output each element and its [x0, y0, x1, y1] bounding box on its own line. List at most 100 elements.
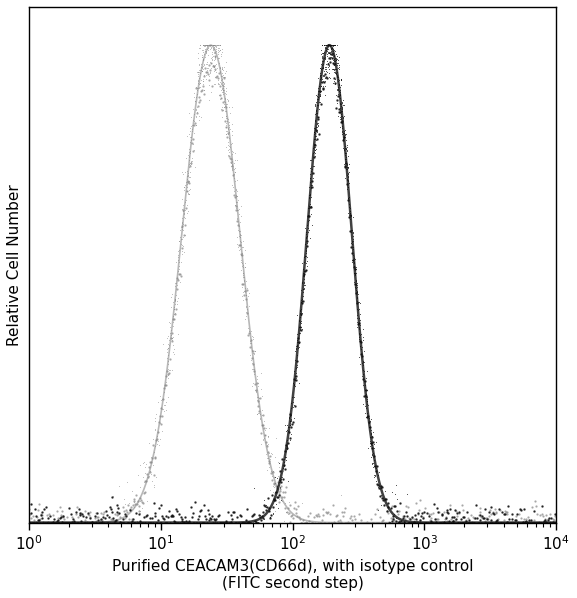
Point: [256, 368, 265, 377]
Point: [330, 40, 339, 50]
Point: [310, 116, 320, 126]
Point: [151, 425, 160, 434]
Point: [243, 324, 253, 333]
Point: [277, 472, 286, 482]
Point: [351, 269, 360, 278]
Point: [347, 238, 356, 248]
Point: [194, 60, 204, 70]
Point: [323, 51, 332, 61]
Point: [339, 133, 349, 142]
Point: [224, 141, 234, 151]
Point: [175, 245, 184, 254]
Point: [181, 167, 190, 177]
Point: [323, 58, 332, 68]
Point: [189, 145, 198, 154]
Point: [308, 173, 317, 183]
Point: [316, 91, 325, 101]
Point: [280, 499, 290, 508]
Point: [299, 267, 309, 276]
Point: [360, 408, 369, 417]
Point: [170, 309, 179, 319]
Point: [320, 74, 329, 83]
Point: [231, 203, 241, 212]
Point: [351, 280, 361, 289]
Point: [200, 40, 209, 50]
Point: [328, 65, 338, 74]
Point: [320, 72, 329, 81]
Point: [319, 63, 328, 73]
Point: [209, 40, 218, 50]
Point: [363, 392, 372, 401]
Point: [242, 290, 251, 300]
Point: [218, 81, 227, 90]
Point: [321, 42, 330, 52]
Point: [161, 377, 170, 387]
Point: [264, 454, 273, 463]
Point: [200, 40, 209, 50]
Point: [282, 425, 291, 435]
Point: [222, 129, 231, 139]
Point: [248, 358, 257, 368]
Point: [338, 127, 347, 137]
Point: [212, 40, 221, 50]
Point: [212, 63, 222, 72]
Point: [343, 173, 353, 182]
Point: [205, 57, 215, 67]
Point: [256, 385, 265, 394]
Point: [222, 130, 231, 139]
Point: [326, 40, 335, 50]
Point: [194, 115, 203, 125]
Point: [213, 40, 222, 50]
Point: [368, 431, 377, 441]
Point: [162, 397, 171, 407]
Point: [321, 65, 331, 74]
Point: [216, 94, 225, 104]
Point: [317, 75, 326, 84]
Point: [196, 62, 205, 71]
Point: [214, 90, 223, 100]
Point: [259, 416, 268, 426]
Point: [239, 276, 249, 285]
Point: [325, 48, 335, 58]
Point: [173, 296, 182, 306]
Point: [334, 52, 343, 62]
Point: [286, 436, 295, 446]
Point: [236, 251, 245, 260]
Point: [306, 155, 315, 164]
Point: [343, 194, 353, 203]
Point: [219, 96, 228, 105]
Point: [267, 468, 276, 477]
Point: [222, 126, 231, 136]
Point: [342, 135, 351, 145]
Point: [325, 47, 334, 57]
Point: [307, 164, 316, 173]
Point: [234, 231, 243, 240]
Point: [355, 341, 365, 350]
Point: [361, 373, 370, 383]
Point: [194, 53, 203, 63]
Point: [238, 248, 247, 258]
Point: [167, 289, 177, 298]
Point: [223, 129, 232, 138]
Point: [308, 161, 317, 170]
Point: [190, 92, 199, 102]
Point: [227, 120, 237, 129]
Point: [192, 83, 201, 92]
Point: [344, 179, 354, 188]
Point: [198, 79, 208, 89]
Point: [339, 128, 348, 138]
Point: [193, 102, 202, 111]
Point: [183, 188, 193, 197]
Point: [218, 87, 227, 97]
Point: [312, 97, 321, 107]
Point: [219, 81, 228, 91]
Point: [285, 420, 294, 429]
Point: [367, 414, 376, 424]
Point: [265, 512, 275, 521]
Point: [306, 155, 316, 165]
Point: [351, 263, 361, 272]
Point: [294, 328, 304, 338]
Point: [312, 126, 321, 136]
Point: [361, 385, 370, 395]
Point: [182, 166, 192, 176]
